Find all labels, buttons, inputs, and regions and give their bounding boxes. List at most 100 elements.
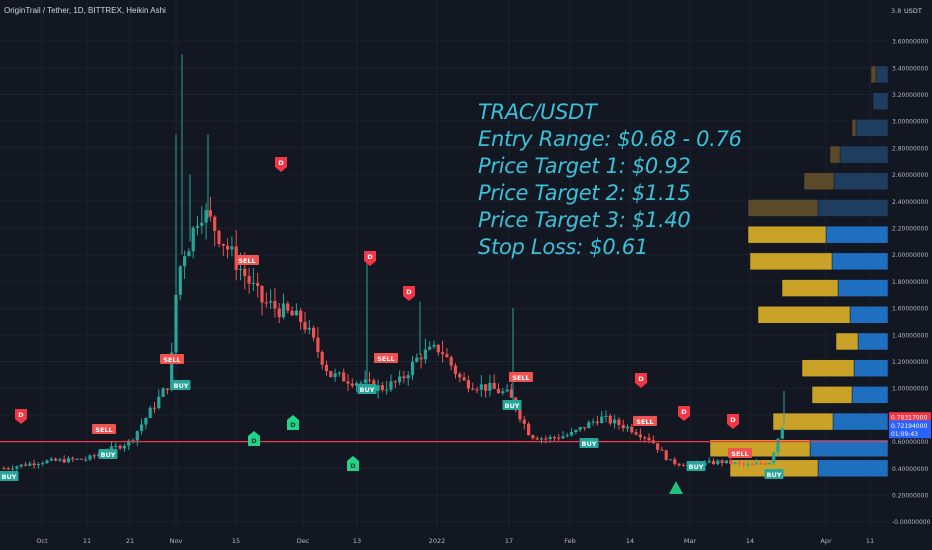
candle-body: [737, 462, 741, 464]
price-tick-label: 2.60000000: [892, 172, 928, 179]
volume-bar-down: [833, 172, 889, 191]
price-tick-label: 1.20000000: [892, 359, 928, 366]
candle-body: [294, 310, 298, 316]
volume-bar-up: [851, 119, 857, 137]
volume-bar-down: [857, 332, 889, 351]
candle-body: [144, 417, 148, 425]
candle-body: [677, 463, 681, 466]
volume-bar-down: [849, 306, 889, 324]
candle-body: [36, 464, 40, 466]
candle-body: [501, 391, 505, 394]
candle-body: [307, 327, 311, 330]
candle-body: [367, 379, 372, 381]
d-signal-label: D: [406, 288, 412, 296]
buy-signal-bg: [171, 380, 191, 390]
candle-body: [428, 346, 432, 350]
candle-body: [320, 352, 324, 365]
candle-body: [131, 440, 135, 442]
sell-signal: SELL: [377, 355, 394, 363]
candle-body: [62, 459, 66, 463]
candle-body: [226, 245, 230, 250]
candle-body: [28, 463, 32, 466]
d-signal-red: [15, 409, 27, 424]
time-tick-label: Feb: [564, 537, 576, 545]
price-tag-bg: [889, 412, 931, 423]
candle-body: [441, 352, 445, 355]
candle-body: [290, 310, 294, 316]
time-tick-label: 15: [232, 537, 240, 545]
volume-bar-up: [757, 306, 851, 324]
candle-body: [6, 468, 10, 470]
candle-body: [608, 415, 612, 424]
candle-body: [217, 230, 221, 244]
buy-signal: BUY: [689, 463, 704, 471]
price-tick-label: 0.60000000: [892, 439, 928, 446]
price-tick-label: 3.00000000: [892, 119, 928, 126]
candle-body: [509, 389, 513, 398]
candle-body: [402, 376, 406, 379]
candle-body: [488, 382, 492, 391]
candle-body: [552, 436, 556, 438]
candle-body: [574, 429, 578, 433]
candle-body: [114, 445, 118, 447]
currency-badge-bg[interactable]: [902, 5, 924, 15]
d-signal-red: [678, 406, 690, 421]
candle-body: [140, 424, 144, 432]
grid: [0, 0, 888, 528]
candle-body: [359, 382, 363, 384]
candle-body: [32, 463, 36, 466]
time-tick-label: 2022: [429, 537, 446, 545]
chart-header[interactable]: OriginTrail / Tether, 1D, BITTREX, Heiki…: [4, 6, 166, 15]
candle-body: [484, 384, 488, 391]
candle-body: [79, 458, 83, 460]
volume-bar-up: [829, 145, 841, 164]
price-tick-label: 2.20000000: [892, 226, 928, 233]
candle-body: [613, 419, 617, 424]
price-tick-label: 1.80000000: [892, 279, 928, 286]
candle-body: [617, 419, 621, 425]
volume-bar-down: [837, 279, 889, 297]
candle-body: [423, 349, 427, 360]
candle-body: [604, 415, 608, 417]
candle-body: [522, 419, 526, 424]
annotation-entry: Entry Range: $0.68 - 0.76: [478, 127, 742, 151]
candle-body: [595, 421, 599, 424]
candle-body: [742, 463, 746, 465]
candle-body: [299, 310, 303, 323]
candle-body: [191, 227, 195, 252]
candle-body: [724, 460, 728, 464]
candle-body: [496, 388, 501, 394]
time-tick-label: 14: [626, 537, 634, 545]
candle-body: [625, 426, 630, 429]
buy-signal-bg: [357, 384, 377, 394]
candle-body: [346, 381, 350, 384]
buy-signal-bg: [0, 471, 19, 481]
time-tick-label: Apr: [820, 537, 832, 545]
volume-bar-up: [747, 199, 819, 217]
candle-body: [561, 436, 565, 439]
candle-body: [548, 436, 552, 440]
volume-bar-up: [772, 412, 834, 431]
candle-body: [183, 256, 187, 267]
sell-signal-bg: [374, 353, 398, 363]
sell-signal-bg: [160, 354, 184, 364]
volume-bar-down: [853, 359, 889, 377]
candle-body: [170, 352, 174, 390]
candle-body: [711, 460, 716, 465]
candle-body: [251, 283, 255, 285]
d-signal-label: D: [730, 416, 736, 424]
candle-body: [668, 459, 673, 461]
candle-body: [178, 266, 182, 295]
candle-body: [458, 373, 462, 378]
candle-body: [716, 460, 720, 465]
price-tick-label: 1.40000000: [892, 332, 928, 339]
volume-bar-down: [831, 252, 889, 271]
candle-body: [256, 283, 260, 287]
currency-badge[interactable]: USDT: [904, 7, 922, 15]
candle-body: [84, 459, 88, 461]
candle-body: [445, 354, 449, 358]
buy-signal-bg: [579, 438, 599, 448]
time-axis-bg: [0, 528, 888, 550]
buy-signal-bg: [686, 461, 706, 471]
